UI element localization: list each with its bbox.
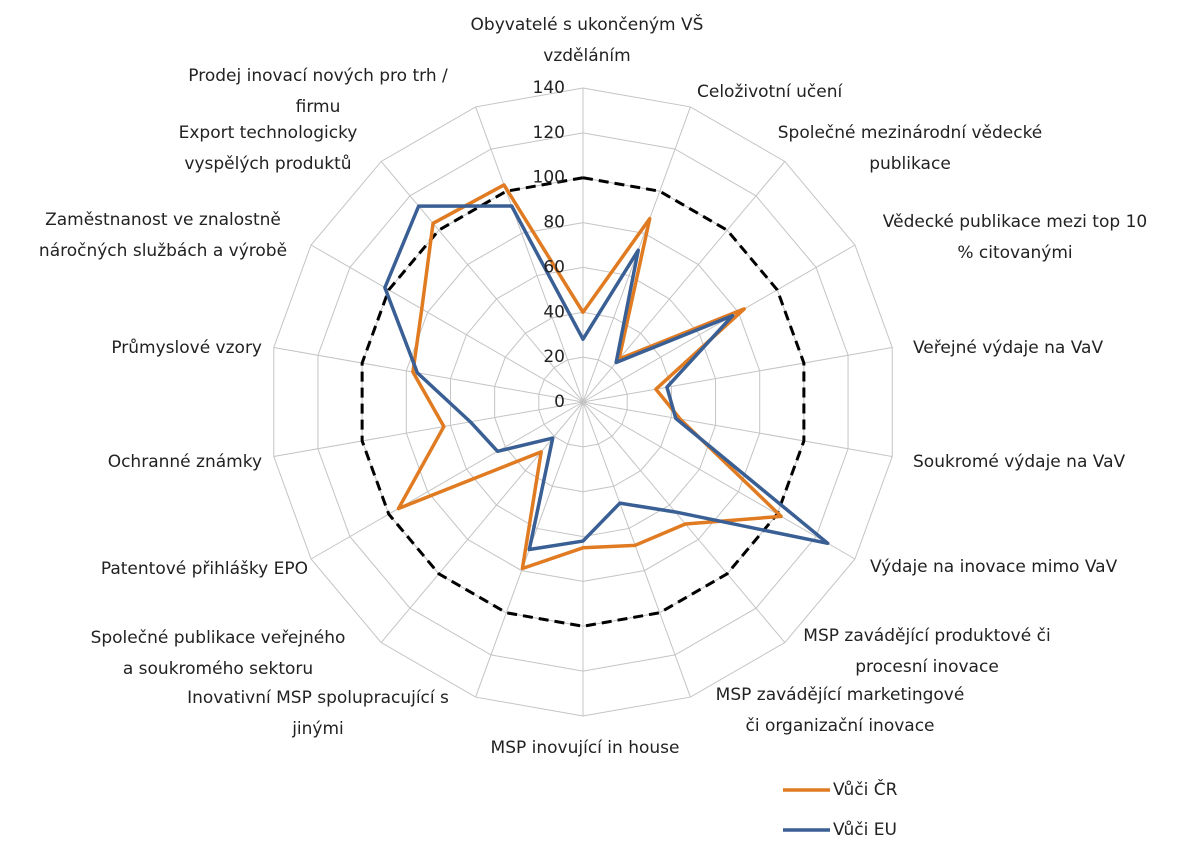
spoke — [380, 161, 584, 403]
spoke — [273, 401, 584, 458]
category-label: Vědecké publikace mezi top 10 — [883, 212, 1147, 232]
category-label: vzděláním — [543, 46, 630, 66]
r-tick-label: 60 — [543, 257, 565, 277]
r-tick-label: 0 — [554, 392, 565, 412]
category-label: MSP zavádějící produktové či — [803, 626, 1050, 646]
r-tick-label: 140 — [533, 78, 565, 98]
category-label: vyspělých produktů — [184, 154, 351, 174]
category-label: Soukromé výdaje na VaV — [913, 452, 1125, 472]
spoke — [582, 346, 893, 403]
r-tick-label: 20 — [543, 347, 565, 367]
legend-label: Vůči ČR — [833, 778, 898, 800]
r-tick-label: 100 — [533, 168, 565, 188]
spoke — [582, 401, 691, 698]
category-label: či organizační inovace — [745, 716, 934, 736]
category-label: Společné mezinárodní vědecké — [778, 123, 1043, 143]
category-label: Zaměstnanost ve znalostně — [45, 210, 281, 230]
category-label: MSP zavádějící marketingové — [716, 685, 965, 705]
category-label: a soukromého sektoru — [123, 659, 313, 679]
spoke — [310, 401, 584, 560]
category-label: % citovanými — [957, 243, 1072, 263]
r-tick-label: 120 — [533, 123, 565, 143]
series-line — [383, 204, 830, 552]
spoke — [582, 401, 893, 458]
legend-label: Vůči EU — [833, 820, 897, 840]
reference-line — [360, 176, 806, 628]
spoke — [582, 244, 856, 403]
r-tick-label: 40 — [543, 302, 565, 322]
category-label: Prodej inovací nových pro trh / — [188, 66, 448, 86]
category-label: Inovativní MSP spolupracující s — [187, 688, 449, 708]
category-label: firmu — [296, 97, 341, 117]
category-label: Veřejné výdaje na VaV — [913, 338, 1103, 358]
spoke — [380, 401, 584, 643]
spoke — [582, 401, 856, 560]
category-label: Export technologicky — [179, 123, 358, 143]
r-tick-label: 80 — [543, 213, 565, 233]
spoke — [475, 106, 584, 403]
spoke — [310, 244, 584, 403]
category-label: publikace — [869, 154, 951, 174]
series-line — [396, 183, 783, 571]
category-label: Celoživotní učení — [697, 82, 843, 102]
category-label: Obyvatelé s ukončeným VŠ — [471, 13, 704, 35]
category-label: Průmyslové vzory — [111, 338, 262, 358]
category-label: náročných službách a výrobě — [39, 241, 287, 261]
category-label: Patentové přihlášky EPO — [101, 559, 308, 579]
category-label: Výdaje na inovace mimo VaV — [870, 557, 1118, 577]
category-label: Ochranné známky — [108, 452, 262, 472]
category-label: jinými — [291, 719, 344, 739]
spoke — [273, 346, 584, 403]
category-label: MSP inovující in house — [491, 738, 680, 758]
category-label: Společné publikace veřejného — [91, 628, 346, 648]
category-label: procesní inovace — [855, 657, 999, 677]
spoke — [582, 401, 786, 643]
